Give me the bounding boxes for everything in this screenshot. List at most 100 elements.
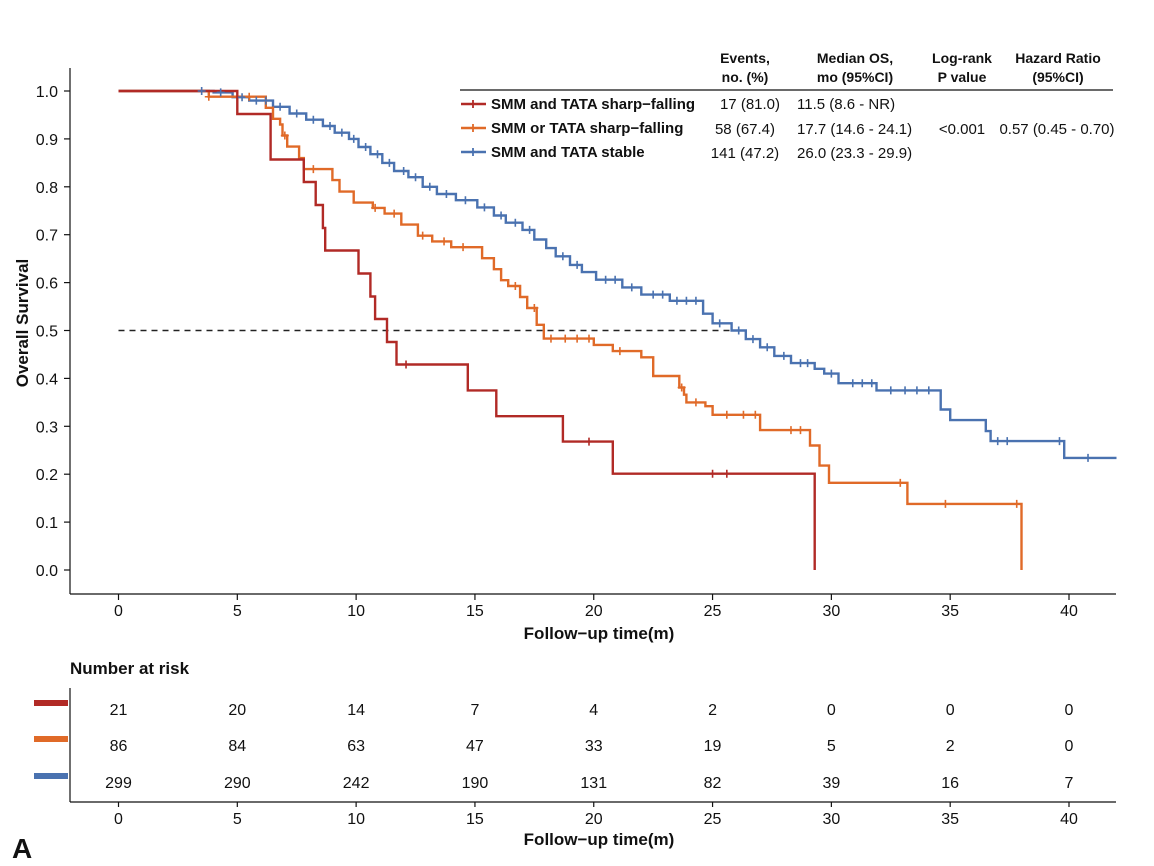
legend-label-blue: SMM and TATA stable bbox=[491, 144, 645, 161]
censor-mark-blue bbox=[827, 369, 836, 378]
logrank-p-value: <0.001 bbox=[939, 121, 985, 138]
censor-mark-orange bbox=[615, 347, 624, 356]
censor-mark-blue bbox=[292, 109, 301, 118]
events-red: 17 (81.0) bbox=[720, 96, 780, 113]
risk-x-tick-label: 5 bbox=[233, 811, 242, 828]
header-logrank-line1: Log-rank bbox=[932, 50, 992, 66]
y-tick-label: 1.0 bbox=[36, 84, 58, 101]
censor-mark-red bbox=[722, 469, 731, 478]
censor-mark-blue bbox=[252, 96, 261, 105]
x-tick-label: 10 bbox=[347, 603, 365, 620]
risk-count: 299 bbox=[105, 775, 132, 792]
risk-table-x-ticks: 0 5 10 15 20 25 30 35 40 bbox=[114, 802, 1078, 828]
censor-marks bbox=[197, 87, 1093, 508]
risk-count: 7 bbox=[470, 702, 479, 719]
censor-mark-orange bbox=[204, 92, 213, 101]
y-tick-label: 0.9 bbox=[36, 132, 58, 149]
censor-mark-blue bbox=[425, 182, 434, 191]
risk-table-title: Number at risk bbox=[70, 659, 190, 678]
censor-mark-blue bbox=[480, 203, 489, 212]
censor-mark-blue bbox=[309, 115, 318, 124]
panel-label: A bbox=[12, 833, 32, 864]
risk-count: 5 bbox=[827, 738, 836, 755]
censor-mark-orange bbox=[440, 237, 449, 246]
risk-count: 33 bbox=[585, 738, 603, 755]
censor-mark-orange bbox=[418, 231, 427, 240]
median-red: 11.5 (8.6 - NR) bbox=[797, 96, 895, 113]
header-events-line1: Events, bbox=[720, 50, 770, 66]
risk-count: 16 bbox=[941, 775, 959, 792]
y-axis-title: Overall Survival bbox=[13, 259, 32, 388]
censor-mark-blue bbox=[1003, 437, 1012, 446]
survival-curve-red bbox=[118, 89, 816, 570]
censor-mark-blue bbox=[337, 128, 346, 137]
censor-mark-red bbox=[584, 437, 593, 446]
risk-count: 0 bbox=[1065, 702, 1074, 719]
censor-mark-blue bbox=[748, 335, 757, 344]
censor-mark-orange bbox=[459, 243, 468, 252]
x-tick-label: 20 bbox=[585, 603, 603, 620]
risk-row-swatch-orange bbox=[34, 736, 68, 742]
y-tick-label: 0.8 bbox=[36, 180, 58, 197]
risk-row-swatches bbox=[34, 700, 68, 779]
censor-mark-red bbox=[402, 360, 411, 369]
risk-count: 242 bbox=[343, 775, 370, 792]
censor-mark-blue bbox=[779, 351, 788, 360]
censor-mark-blue bbox=[573, 260, 582, 269]
risk-x-tick-label: 0 bbox=[114, 811, 123, 828]
risk-count: 7 bbox=[1065, 775, 1074, 792]
censor-mark-orange bbox=[796, 426, 805, 435]
risk-x-tick-label: 10 bbox=[347, 811, 365, 828]
censor-mark-orange bbox=[573, 334, 582, 343]
censor-mark-orange bbox=[677, 383, 686, 392]
censor-mark-blue bbox=[497, 211, 506, 220]
x-tick-label: 40 bbox=[1060, 603, 1078, 620]
median-blue: 26.0 (23.3 - 29.9) bbox=[797, 145, 912, 162]
y-tick-label: 0.6 bbox=[36, 276, 58, 293]
risk-count: 0 bbox=[946, 702, 955, 719]
header-median-line2: mo (95%CI) bbox=[817, 69, 893, 85]
header-hr-line2: (95%CI) bbox=[1032, 69, 1083, 85]
censor-mark-blue bbox=[867, 379, 876, 388]
censor-mark-orange bbox=[511, 281, 520, 290]
hazard-ratio-value: 0.57 (0.45 - 0.70) bbox=[999, 121, 1114, 138]
x-axis-ticks: 0 5 10 15 20 25 30 35 40 bbox=[114, 594, 1078, 620]
censor-mark-blue bbox=[763, 343, 772, 352]
censor-mark-blue bbox=[399, 166, 408, 175]
risk-count: 47 bbox=[466, 738, 484, 755]
censor-mark-blue bbox=[601, 275, 610, 284]
censor-mark-orange bbox=[309, 165, 318, 174]
y-tick-label: 0.4 bbox=[36, 371, 58, 388]
censor-mark-blue bbox=[276, 102, 285, 111]
survival-curves bbox=[118, 89, 1117, 570]
censor-mark-orange bbox=[245, 92, 254, 101]
risk-x-tick-label: 40 bbox=[1060, 811, 1078, 828]
censor-mark-blue bbox=[682, 296, 691, 305]
censor-mark-blue bbox=[325, 121, 334, 130]
censor-mark-blue bbox=[658, 290, 667, 299]
censor-mark-blue bbox=[238, 93, 247, 102]
censor-mark-orange bbox=[530, 303, 539, 312]
censor-mark-blue bbox=[385, 158, 394, 167]
y-tick-label: 0.0 bbox=[36, 563, 58, 580]
y-tick-label: 0.5 bbox=[36, 324, 58, 341]
censor-mark-blue bbox=[511, 218, 520, 227]
header-hr-line1: Hazard Ratio bbox=[1015, 50, 1101, 66]
risk-count: 63 bbox=[347, 738, 365, 755]
legend-label-orange: SMM or TATA sharp−falling bbox=[491, 120, 683, 137]
censor-mark-blue bbox=[373, 150, 382, 159]
risk-count: 4 bbox=[589, 702, 598, 719]
risk-x-tick-label: 15 bbox=[466, 811, 484, 828]
risk-count: 2 bbox=[708, 702, 717, 719]
censor-mark-blue bbox=[349, 134, 358, 143]
censor-mark-orange bbox=[941, 499, 950, 508]
censor-mark-blue bbox=[197, 87, 206, 95]
x-tick-label: 25 bbox=[704, 603, 722, 620]
censor-mark-orange bbox=[561, 334, 570, 343]
censor-mark-orange bbox=[280, 131, 289, 140]
stats-header-row: Events, no. (%) Median OS, mo (95%CI) Lo… bbox=[720, 50, 1101, 85]
censor-mark-blue bbox=[261, 96, 270, 105]
censor-mark-orange bbox=[390, 209, 399, 218]
censor-mark-blue bbox=[461, 196, 470, 205]
